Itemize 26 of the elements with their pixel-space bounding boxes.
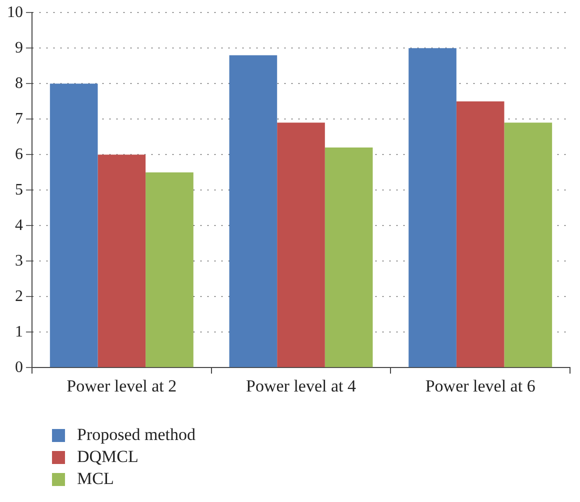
y-tick-label: 6 bbox=[15, 146, 23, 163]
y-tick-label: 5 bbox=[15, 181, 23, 198]
bar bbox=[324, 148, 373, 368]
y-tick-label: 0 bbox=[15, 358, 23, 376]
bar bbox=[408, 48, 456, 368]
x-tick-label: Power level at 2 bbox=[66, 376, 177, 396]
bar bbox=[146, 172, 194, 368]
bar bbox=[229, 55, 278, 368]
y-tick-label: 7 bbox=[15, 110, 23, 128]
legend-label: MCL bbox=[77, 469, 114, 489]
legend-label: Proposed method bbox=[77, 425, 196, 445]
bar bbox=[277, 122, 325, 368]
y-tick-label: 2 bbox=[15, 288, 23, 305]
y-tick-label: 9 bbox=[15, 39, 23, 56]
y-tick-label: 10 bbox=[7, 4, 23, 21]
bar bbox=[50, 84, 98, 368]
y-tick-label: 8 bbox=[15, 74, 23, 92]
bar bbox=[98, 154, 146, 368]
y-tick-label: 1 bbox=[15, 323, 23, 340]
legend-label: DQMCL bbox=[77, 447, 138, 467]
y-tick-label: 3 bbox=[15, 252, 23, 270]
x-tick-label: Power level at 4 bbox=[246, 376, 356, 396]
y-tick-label: 4 bbox=[15, 216, 23, 234]
x-tick-label: Power level at 6 bbox=[425, 376, 536, 396]
bar bbox=[504, 122, 552, 368]
bar bbox=[456, 101, 504, 368]
